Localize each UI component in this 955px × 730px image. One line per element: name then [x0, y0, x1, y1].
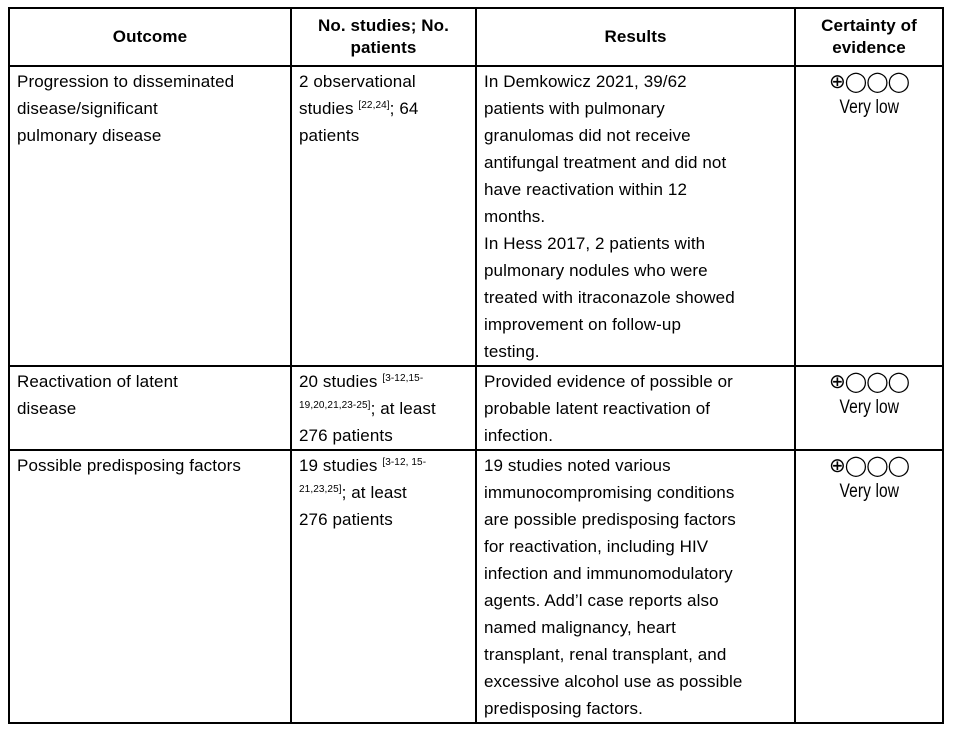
- certainty-cell: ⊕◯◯◯ Very low: [794, 449, 944, 724]
- studies-text: 19 studies: [299, 456, 383, 475]
- citation: [3-12, 15-: [382, 457, 427, 468]
- results-line: improvement on follow-up: [484, 315, 682, 334]
- studies-text: ; 64: [389, 99, 419, 118]
- table-row: Progression to disseminated disease/sign…: [8, 65, 944, 367]
- results-line: transplant, renal transplant, and: [484, 645, 727, 664]
- outcome-cell: Possible predisposing factors: [8, 449, 292, 724]
- results-line: immunocompromising conditions: [484, 483, 735, 502]
- outcome-line: Reactivation of latent: [17, 372, 178, 391]
- studies-cell: 19 studies [3-12, 15- 21,23,25]; at leas…: [290, 449, 477, 724]
- results-line: granulomas did not receive: [484, 126, 691, 145]
- results-line: In Hess 2017, 2 patients with: [484, 234, 706, 253]
- citation: [3-12,15-: [382, 373, 424, 384]
- outcome-line: Possible predisposing factors: [17, 456, 242, 475]
- header-certainty: Certainty of evidence: [794, 7, 944, 67]
- header-row: Outcome No. studies; No. patients Result…: [8, 7, 944, 67]
- certainty-rating-icon: ⊕◯◯◯: [829, 71, 910, 93]
- results-cell: Provided evidence of possible or probable…: [475, 365, 796, 451]
- table-row: Possible predisposing factors 19 studies…: [8, 449, 944, 724]
- citation: 21,23,25]: [299, 484, 342, 495]
- results-cell: 19 studies noted various immunocompromisi…: [475, 449, 796, 724]
- studies-line: 276 patients: [299, 510, 393, 529]
- header-studies: No. studies; No. patients: [290, 7, 477, 67]
- studies-text: studies: [299, 99, 359, 118]
- outcome-line: disease/significant: [17, 99, 158, 118]
- outcome-cell: Progression to disseminated disease/sign…: [8, 65, 292, 367]
- results-line: 19 studies noted various: [484, 456, 671, 475]
- results-line: named malignancy, heart: [484, 618, 676, 637]
- studies-text: ; at least: [341, 483, 407, 502]
- studies-line: 19 studies [3-12, 15-: [299, 452, 468, 479]
- studies-cell: 2 observational studies [22,24]; 64 pati…: [290, 65, 477, 367]
- certainty-label: Very low: [839, 481, 899, 502]
- results-line: predisposing factors.: [484, 699, 643, 718]
- certainty-rating-icon: ⊕◯◯◯: [829, 371, 910, 393]
- outcome-line: pulmonary disease: [17, 126, 162, 145]
- certainty-cell: ⊕◯◯◯ Very low: [794, 65, 944, 367]
- results-line: are possible predisposing factors: [484, 510, 736, 529]
- results-line: infection.: [484, 426, 554, 445]
- studies-line: patients: [299, 126, 360, 145]
- results-line: months.: [484, 207, 546, 226]
- citation: 19,20,21,23-25]: [299, 400, 371, 411]
- studies-line: 20 studies [3-12,15-: [299, 368, 468, 395]
- studies-text: 20 studies: [299, 372, 383, 391]
- results-cell: In Demkowicz 2021, 39/62 patients with pu…: [475, 65, 796, 367]
- evidence-table: Outcome No. studies; No. patients Result…: [8, 7, 944, 724]
- outcome-line: disease: [17, 399, 77, 418]
- certainty-label: Very low: [839, 397, 899, 418]
- studies-cell: 20 studies [3-12,15- 19,20,21,23-25]; at…: [290, 365, 477, 451]
- results-line: patients with pulmonary: [484, 99, 665, 118]
- results-line: infection and immunomodulatory: [484, 564, 733, 583]
- studies-text: ; at least: [370, 399, 436, 418]
- results-line: pulmonary nodules who were: [484, 261, 708, 280]
- studies-line: 19,20,21,23-25]; at least: [299, 395, 468, 422]
- results-line: have reactivation within 12: [484, 180, 688, 199]
- results-line: testing.: [484, 342, 540, 361]
- outcome-line: Progression to disseminated: [17, 72, 235, 91]
- studies-line: studies [22,24]; 64: [299, 95, 468, 122]
- results-line: agents. Add’l case reports also: [484, 591, 719, 610]
- certainty-label: Very low: [839, 97, 899, 118]
- results-line: In Demkowicz 2021, 39/62: [484, 72, 687, 91]
- header-outcome: Outcome: [8, 7, 292, 67]
- outcome-cell: Reactivation of latent disease: [8, 365, 292, 451]
- results-line: for reactivation, including HIV: [484, 537, 709, 556]
- header-results: Results: [475, 7, 796, 67]
- studies-line: 276 patients: [299, 426, 393, 445]
- results-line: treated with itraconazole showed: [484, 288, 735, 307]
- certainty-cell: ⊕◯◯◯ Very low: [794, 365, 944, 451]
- results-line: excessive alcohol use as possible: [484, 672, 743, 691]
- citation: [22,24]: [358, 100, 390, 111]
- certainty-rating-icon: ⊕◯◯◯: [829, 455, 910, 477]
- results-line: probable latent reactivation of: [484, 399, 711, 418]
- results-line: antifungal treatment and did not: [484, 153, 727, 172]
- table-row: Reactivation of latent disease 20 studie…: [8, 365, 944, 451]
- studies-line: 2 observational: [299, 72, 416, 91]
- results-line: Provided evidence of possible or: [484, 372, 733, 391]
- studies-line: 21,23,25]; at least: [299, 479, 468, 506]
